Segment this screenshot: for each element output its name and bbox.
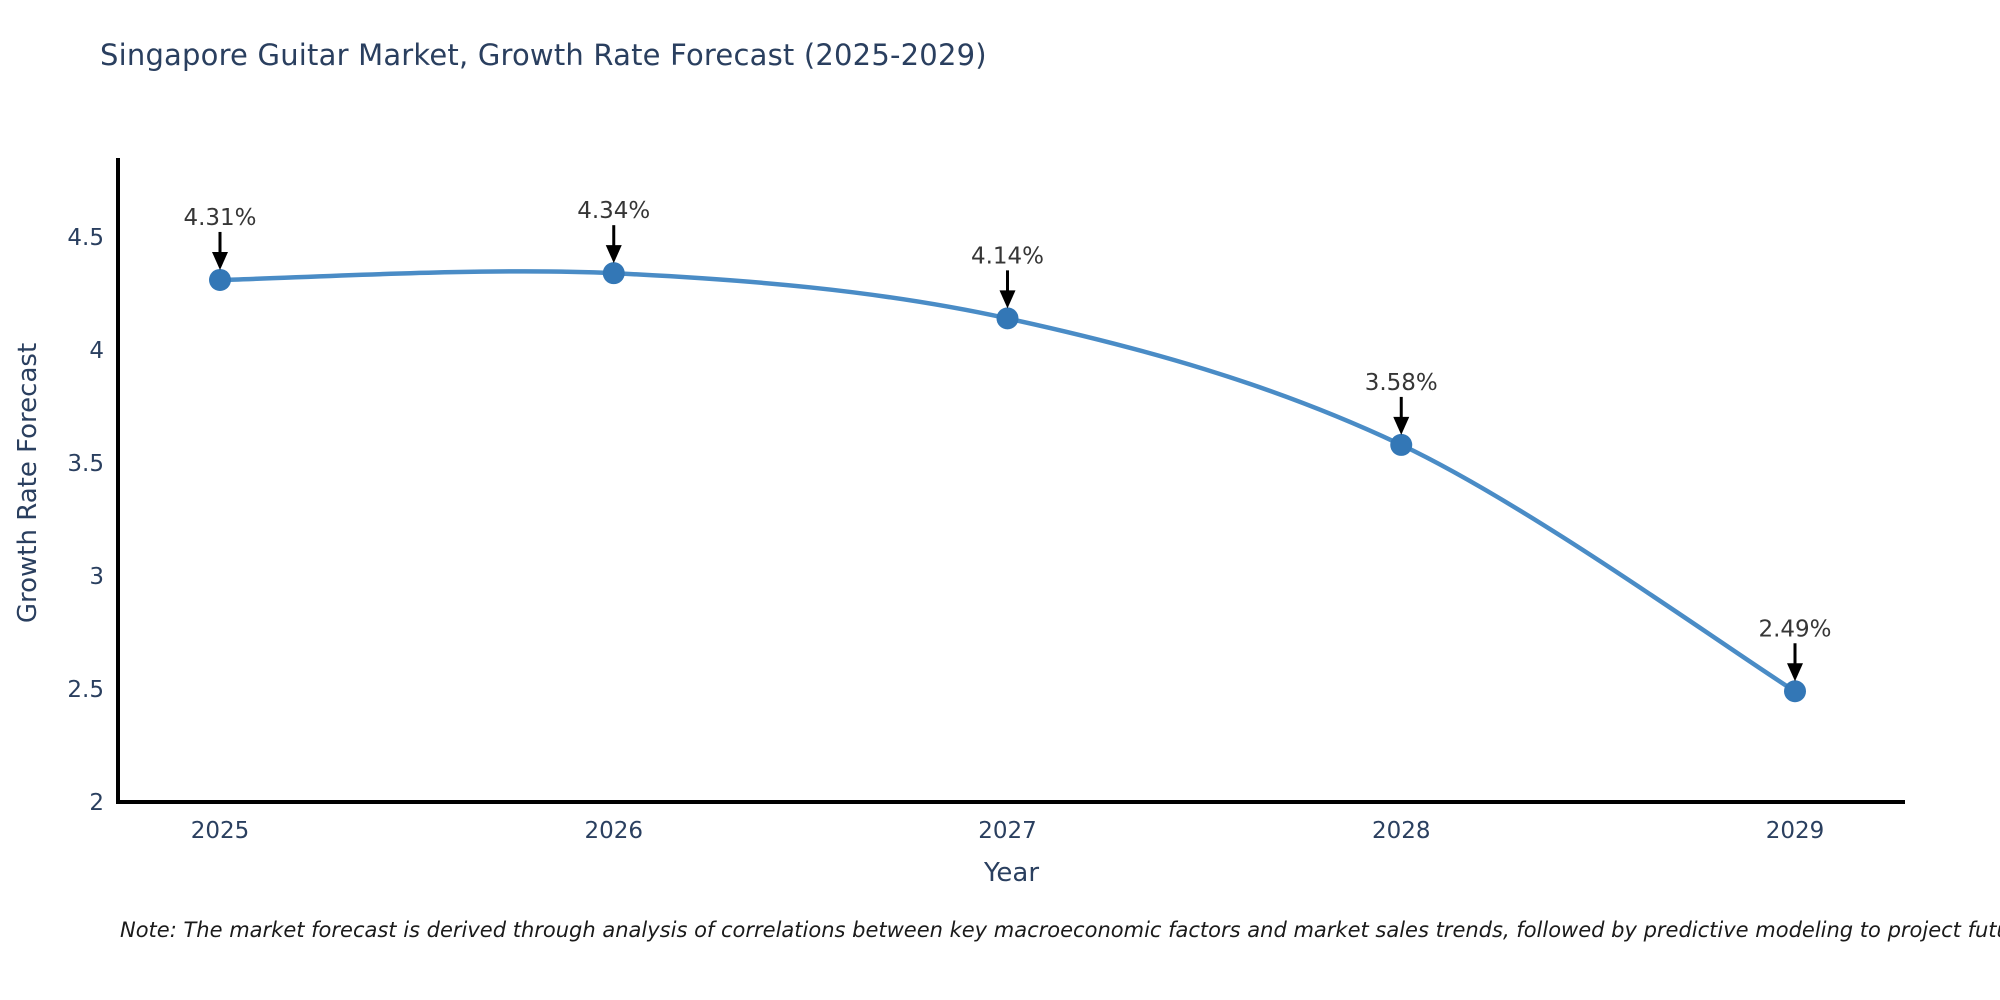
y-tick-label: 4 [89,338,104,364]
data-point-label: 4.34% [577,198,650,224]
annotation-arrow-head [999,290,1016,309]
annotation-arrow-head [1787,663,1803,682]
x-axis-title: Year [983,858,1040,888]
y-tick-label: 3.5 [67,451,104,477]
x-tick-label: 2026 [584,818,643,844]
data-point-label: 2.49% [1758,616,1831,642]
data-point-marker [209,268,231,291]
data-point-label: 4.31% [183,205,256,231]
data-point-marker [1390,433,1413,456]
x-tick-label: 2029 [1766,818,1825,844]
y-axis-title: Growth Rate Forecast [13,342,43,624]
annotation-arrow-head [1393,416,1410,435]
y-tick-label: 4.5 [67,225,104,251]
y-tick-label: 3 [89,564,104,590]
footnote: Note: The market forecast is derived thr… [120,918,2000,942]
y-tick-label: 2.5 [67,677,104,703]
x-tick-label: 2028 [1372,818,1431,844]
x-tick-label: 2027 [978,818,1037,844]
data-point-marker [1784,680,1806,703]
forecast-line [217,269,1798,694]
data-point-marker [996,307,1019,330]
annotation-arrow-head [605,245,622,264]
data-point-marker [602,262,625,285]
x-tick-label: 2025 [191,818,250,844]
data-point-label: 3.58% [1365,370,1438,396]
chart-title: Singapore Guitar Market, Growth Rate For… [100,38,987,72]
annotation-arrow-head [212,251,228,270]
data-point-label: 4.14% [971,243,1044,269]
y-tick-label: 2 [89,790,104,816]
